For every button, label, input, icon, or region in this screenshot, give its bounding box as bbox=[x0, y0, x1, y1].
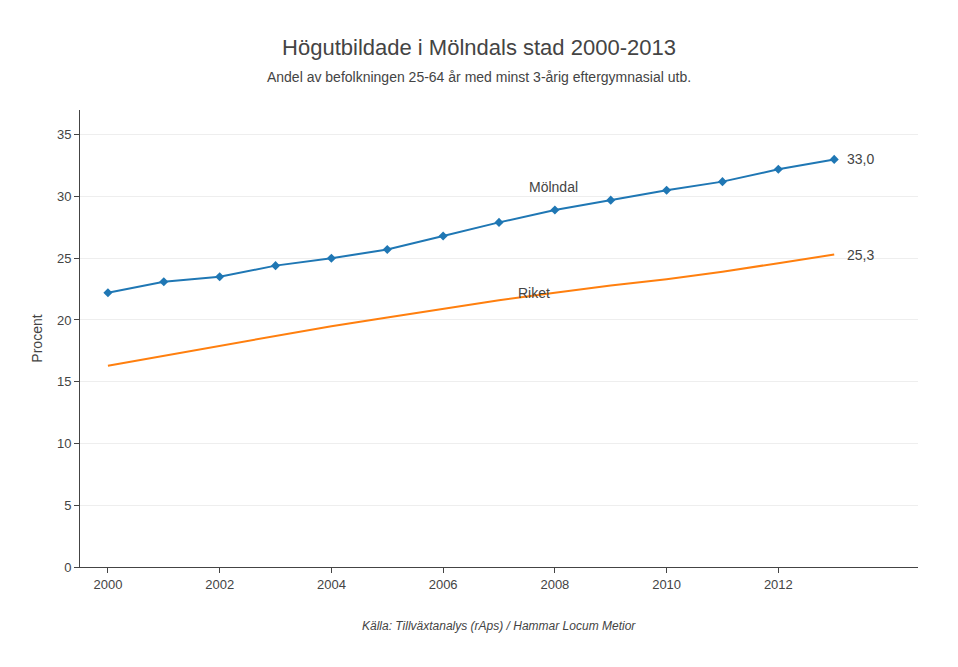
svg-text:Mölndal: Mölndal bbox=[529, 179, 578, 195]
svg-text:2004: 2004 bbox=[317, 577, 346, 592]
svg-text:2010: 2010 bbox=[652, 577, 681, 592]
svg-text:30: 30 bbox=[57, 189, 71, 204]
svg-text:25: 25 bbox=[57, 251, 71, 266]
svg-text:Högutbildade i Mölndals stad 2: Högutbildade i Mölndals stad 2000-2013 bbox=[282, 35, 676, 60]
svg-text:15: 15 bbox=[57, 374, 71, 389]
svg-text:2000: 2000 bbox=[93, 577, 122, 592]
svg-text:2008: 2008 bbox=[540, 577, 569, 592]
svg-text:Riket: Riket bbox=[518, 285, 550, 301]
svg-text:Andel av befolkningen 25-64 år: Andel av befolkningen 25-64 år med minst… bbox=[267, 69, 691, 85]
svg-text:10: 10 bbox=[57, 436, 71, 451]
svg-text:20: 20 bbox=[57, 313, 71, 328]
svg-text:33,0: 33,0 bbox=[847, 151, 874, 167]
svg-text:Källa: Tillväxtanalys (rAps) /: Källa: Tillväxtanalys (rAps) / Hammar Lo… bbox=[362, 619, 636, 633]
svg-text:2012: 2012 bbox=[764, 577, 793, 592]
svg-text:0: 0 bbox=[64, 560, 71, 575]
svg-text:2006: 2006 bbox=[429, 577, 458, 592]
svg-text:35: 35 bbox=[57, 127, 71, 142]
svg-text:2002: 2002 bbox=[205, 577, 234, 592]
svg-text:Procent: Procent bbox=[29, 314, 45, 362]
svg-text:5: 5 bbox=[64, 498, 71, 513]
svg-text:25,3: 25,3 bbox=[847, 247, 874, 263]
